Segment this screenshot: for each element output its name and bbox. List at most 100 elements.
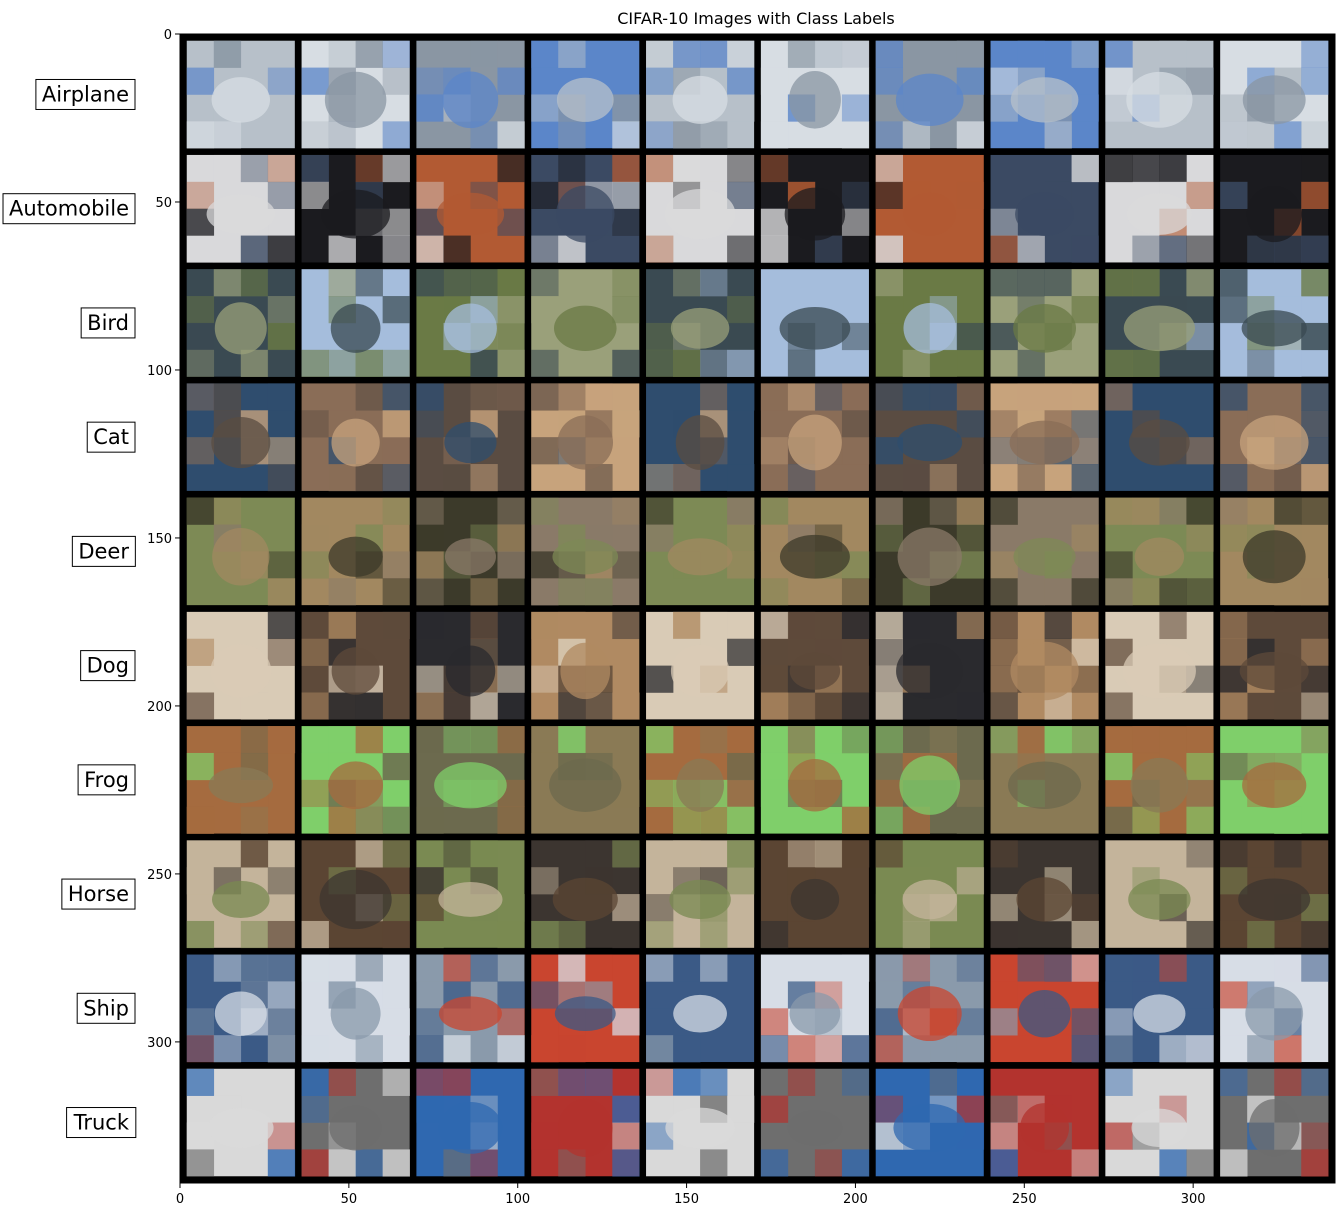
tile-pixel xyxy=(990,981,1018,1009)
tile-pixel xyxy=(301,1149,329,1177)
tile-pixel xyxy=(382,806,410,834)
tile-pixel xyxy=(301,67,329,95)
tile-pixel xyxy=(355,269,383,297)
tile-pixel xyxy=(727,67,755,95)
tile-pixel xyxy=(382,752,410,781)
tile-pixel xyxy=(990,235,1018,263)
x-tick-label: 200 xyxy=(843,1192,868,1207)
tile-pixel xyxy=(1301,67,1329,95)
tile-pixel xyxy=(267,410,296,438)
tile-pixel xyxy=(470,349,498,377)
tile-subject xyxy=(673,994,727,1033)
tile-pixel xyxy=(240,840,269,868)
tile-pixel xyxy=(1274,692,1302,720)
image-tile-dog-9 xyxy=(1105,611,1214,720)
row-label-box xyxy=(71,535,136,567)
image-tile-truck-9 xyxy=(1105,1068,1214,1177)
tile-pixel xyxy=(355,1149,383,1177)
row-label-text: Truck xyxy=(73,1111,130,1135)
tile-pixel xyxy=(443,235,471,263)
image-tile-ship-10 xyxy=(1220,954,1329,1063)
tile-pixel xyxy=(1159,154,1187,183)
tile-pixel xyxy=(787,1068,816,1096)
tile-pixel xyxy=(990,67,1018,95)
y-tick-label: 100 xyxy=(147,364,172,379)
tile-pixel xyxy=(990,1095,1018,1123)
tile-pixel xyxy=(875,40,904,68)
tile-pixel xyxy=(673,269,701,297)
tile-pixel xyxy=(1274,954,1302,982)
tile-pixel xyxy=(1071,920,1099,949)
tile-pixel xyxy=(760,1008,789,1036)
tile-pixel xyxy=(787,726,816,754)
tile-pixel xyxy=(646,726,674,754)
tile-pixel xyxy=(328,1149,356,1177)
image-tile-automobile-4 xyxy=(531,154,640,263)
tile-pixel xyxy=(531,578,559,606)
tile-pixel xyxy=(990,726,1018,754)
row-label-box xyxy=(80,307,136,339)
x-axis: 0 50 100 150 200 250 300 xyxy=(176,1183,1206,1207)
tile-pixel xyxy=(382,611,410,640)
tile-pixel xyxy=(416,94,444,122)
tile-pixel xyxy=(929,349,958,377)
tile-pixel xyxy=(585,383,613,411)
tile-pixel xyxy=(956,611,985,640)
tile-pixel xyxy=(355,154,383,183)
tile-pixel xyxy=(902,920,931,949)
image-tile-automobile-7 xyxy=(875,154,985,263)
tile-pixel xyxy=(470,692,498,720)
image-tile-deer-7 xyxy=(875,497,985,606)
tile-subject xyxy=(1020,1103,1070,1153)
tile-pixel xyxy=(929,383,958,411)
tile-pixel xyxy=(700,1149,728,1177)
tile-pixel xyxy=(612,497,640,525)
tile-pixel xyxy=(760,578,789,606)
tile-subject xyxy=(549,758,622,812)
tile-pixel xyxy=(841,437,870,465)
tile-pixel xyxy=(497,665,525,693)
tile-pixel xyxy=(497,524,525,552)
tile-pixel xyxy=(1132,235,1160,263)
image-tile-dog-8 xyxy=(990,611,1099,720)
tile-pixel xyxy=(531,1122,559,1150)
image-tile-airplane-9 xyxy=(1105,40,1214,149)
tile-pixel xyxy=(673,121,701,149)
tile-pixel xyxy=(1301,383,1329,411)
tile-pixel xyxy=(646,235,674,263)
tile-pixel xyxy=(1132,154,1160,183)
tile-pixel xyxy=(875,1035,904,1063)
tile-pixel xyxy=(727,464,755,492)
tile-pixel xyxy=(416,1068,444,1096)
tile-pixel xyxy=(1220,1035,1248,1063)
tile-pixel xyxy=(841,1122,870,1150)
tile-pixel xyxy=(1301,1122,1329,1150)
tile-pixel xyxy=(497,296,525,324)
row-label-text: Frog xyxy=(84,768,129,792)
image-tile-frog-1 xyxy=(186,726,296,834)
tile-pixel xyxy=(301,638,329,666)
tile-pixel xyxy=(646,1095,674,1123)
tile-pixel xyxy=(727,235,755,263)
tile-pixel xyxy=(1071,410,1099,438)
tile-pixel xyxy=(382,121,410,149)
tile-pixel xyxy=(328,269,356,297)
y-axis: 0 50 100 150 200 250 300 xyxy=(147,28,180,1051)
row-label-dog: Dog xyxy=(80,650,136,682)
tile-pixel xyxy=(186,1068,215,1096)
tile-pixel xyxy=(1159,40,1187,68)
tile-pixel xyxy=(841,1149,870,1177)
tile-pixel xyxy=(646,121,674,149)
tile-pixel xyxy=(787,40,816,68)
tile-pixel xyxy=(213,383,242,411)
tile-pixel xyxy=(558,954,586,982)
tile-pixel xyxy=(558,154,586,183)
tile-pixel xyxy=(240,726,269,754)
tile-pixel xyxy=(727,1095,755,1123)
row-label-ship: Ship xyxy=(76,992,136,1024)
tile-pixel xyxy=(1301,578,1329,606)
tile-pixel xyxy=(646,1068,674,1096)
tile-subject xyxy=(897,423,963,462)
tile-subject xyxy=(436,192,505,236)
tile-pixel xyxy=(841,578,870,606)
